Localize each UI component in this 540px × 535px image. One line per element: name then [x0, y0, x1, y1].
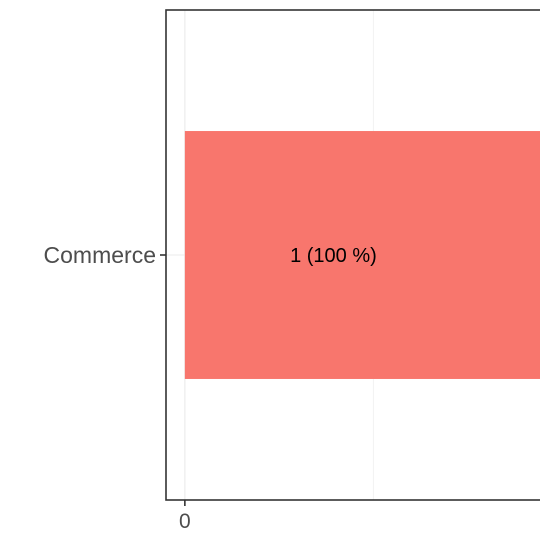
- bar-commerce: [184, 131, 540, 379]
- bars: [184, 131, 540, 379]
- x-tick-label: 0: [179, 510, 191, 533]
- y-tick-label: Commerce: [44, 242, 156, 268]
- bar-value-label: 1 (100 %): [290, 245, 377, 267]
- data-labels: 1 (100 %): [290, 245, 377, 267]
- axes: Commerce01: [44, 9, 540, 533]
